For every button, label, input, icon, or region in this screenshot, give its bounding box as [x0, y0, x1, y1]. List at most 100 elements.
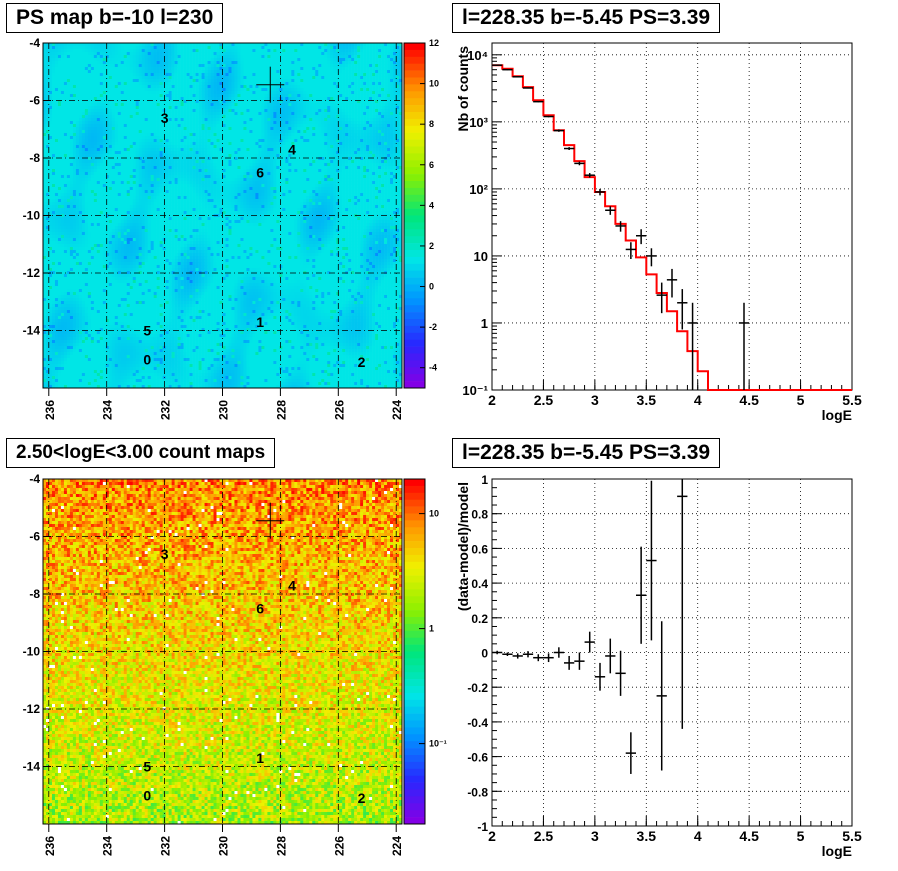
spectrum-model-line — [492, 64, 852, 391]
ps-source-label: 2 — [358, 354, 366, 370]
ps-ytick-label: -12 — [23, 266, 41, 280]
count-colorbar — [404, 479, 425, 825]
residual-data-point — [646, 480, 657, 641]
residual-data-point — [656, 621, 667, 771]
ps-xtick-label: 236 — [43, 400, 57, 420]
spectrum-xtick-label: 5 — [797, 392, 805, 408]
residual-data-point — [584, 631, 595, 653]
residual-data-point — [522, 651, 534, 658]
ps-ytick-label: -6 — [29, 94, 40, 108]
count-xtick-label: 232 — [159, 836, 173, 856]
residual-ytick-label: 0 — [481, 647, 488, 661]
count-ytick-label: -12 — [23, 702, 41, 716]
residual-xtick-label: 2.5 — [534, 828, 554, 844]
spectrum-data-point — [553, 129, 564, 132]
residual-ytick-label: 0.6 — [471, 542, 488, 556]
spectrum-frame — [491, 42, 853, 391]
residual-data-point — [533, 654, 544, 662]
spectrum-data-point — [687, 302, 698, 390]
ps-xtick-label: 226 — [332, 400, 346, 420]
ps-xtick-label: 232 — [159, 400, 173, 420]
spectrum-xtick-label: 3.5 — [637, 392, 657, 408]
ps-colorbar-label: 2 — [429, 241, 434, 251]
residual-data-point — [594, 662, 606, 691]
spectrum-data-point — [522, 87, 534, 89]
count-map-title: 2.50<logE<3.00 count maps — [6, 438, 276, 468]
count-source-label: 2 — [358, 790, 366, 806]
residual-data-point — [677, 479, 688, 729]
residual-title: l=228.35 b=-5.45 PS=3.39 — [452, 438, 721, 468]
residual-data-point — [492, 650, 503, 655]
count-colorbar-label: 1 — [429, 624, 434, 634]
ps-colorbar-label: 10 — [429, 79, 439, 89]
residual-ytick-label: -0.2 — [467, 681, 488, 695]
residual-data-point — [625, 732, 636, 774]
ps-source-label: 3 — [161, 110, 169, 126]
ps-xtick-label: 224 — [390, 400, 404, 420]
spectrum-data-point — [502, 68, 513, 71]
count-source-label: 0 — [143, 787, 151, 803]
ps-ytick-label: -4 — [29, 36, 40, 50]
count-ytick-label: -14 — [23, 760, 41, 774]
spectrum-data-point — [492, 64, 503, 66]
residual-xlabel: logE — [822, 843, 852, 859]
ps-source-label: 1 — [256, 314, 264, 330]
residual-data-point — [512, 653, 523, 659]
spectrum-ytick-label: 10³ — [469, 115, 488, 130]
count-source-label: 4 — [288, 577, 296, 593]
spectrum-xlabel: logE — [822, 407, 852, 423]
ps-colorbar-label: 0 — [429, 282, 434, 292]
spectrum-data-point — [584, 173, 595, 178]
spectrum-data-point — [564, 147, 575, 151]
count-colorbar-frame — [403, 478, 426, 825]
residual-data-point — [543, 653, 554, 663]
ps-ytick-label: -14 — [23, 324, 41, 338]
spectrum-data-point — [615, 221, 626, 232]
residual-xtick-label: 5.5 — [842, 828, 862, 844]
ps-xtick-label: 234 — [101, 400, 115, 420]
ps-map-title: PS map b=-10 l=230 — [6, 3, 224, 33]
spectrum-data-point — [574, 161, 585, 166]
count-xtick-label: 236 — [43, 836, 57, 856]
ps-source-label: 5 — [143, 323, 151, 339]
count-colorbar-label: 10⁻¹ — [429, 739, 447, 749]
ps-colorbar-label: 6 — [429, 160, 434, 170]
ps-source-label: 6 — [256, 164, 264, 180]
spectrum-data-point — [636, 229, 647, 245]
ps-colorbar-frame — [403, 42, 426, 389]
residual-ytick-label: 0.8 — [471, 508, 488, 522]
residual-ytick-label: -0.6 — [467, 751, 488, 765]
residual-ytick-label: 0.2 — [471, 612, 488, 626]
count-xtick-label: 226 — [332, 836, 346, 856]
residual-ytick-label: 1 — [481, 473, 488, 487]
count-xtick-label: 228 — [274, 836, 288, 856]
count-ytick-label: -8 — [29, 587, 40, 601]
residual-data-point — [615, 650, 626, 696]
spectrum-data-point — [646, 248, 657, 267]
count-source-label: 1 — [256, 750, 264, 766]
spectrum-data-point — [656, 282, 667, 314]
residual-xtick-label: 3 — [591, 828, 599, 844]
spectrum-data-point — [594, 188, 606, 196]
ps-xtick-label: 230 — [217, 400, 231, 420]
spectrum-ytick-label: 10⁴ — [467, 48, 488, 63]
count-source-label: 5 — [143, 759, 151, 775]
spectrum-ytick-label: 10² — [469, 182, 488, 197]
spectrum-ytick-label: 10 — [474, 249, 488, 264]
ps-colorbar-label: 12 — [429, 38, 439, 48]
count-ytick-label: -6 — [29, 530, 40, 544]
residual-ylabel: (data-model)/model — [455, 482, 471, 611]
ps-colorbar-label: -4 — [429, 363, 437, 373]
ps-ytick-label: -10 — [23, 209, 41, 223]
count-heatmap — [43, 479, 403, 825]
residual-ytick-label: -0.4 — [467, 716, 488, 730]
spectrum-data-point — [666, 268, 678, 298]
ps-ytick-label: -8 — [29, 151, 40, 165]
ps-colorbar — [404, 43, 425, 389]
count-xtick-label: 230 — [217, 836, 231, 856]
spectrum-data-point — [625, 242, 636, 259]
ps-xtick-label: 228 — [274, 400, 288, 420]
count-ytick-label: -4 — [29, 472, 40, 486]
ps-heatmap — [43, 43, 403, 389]
